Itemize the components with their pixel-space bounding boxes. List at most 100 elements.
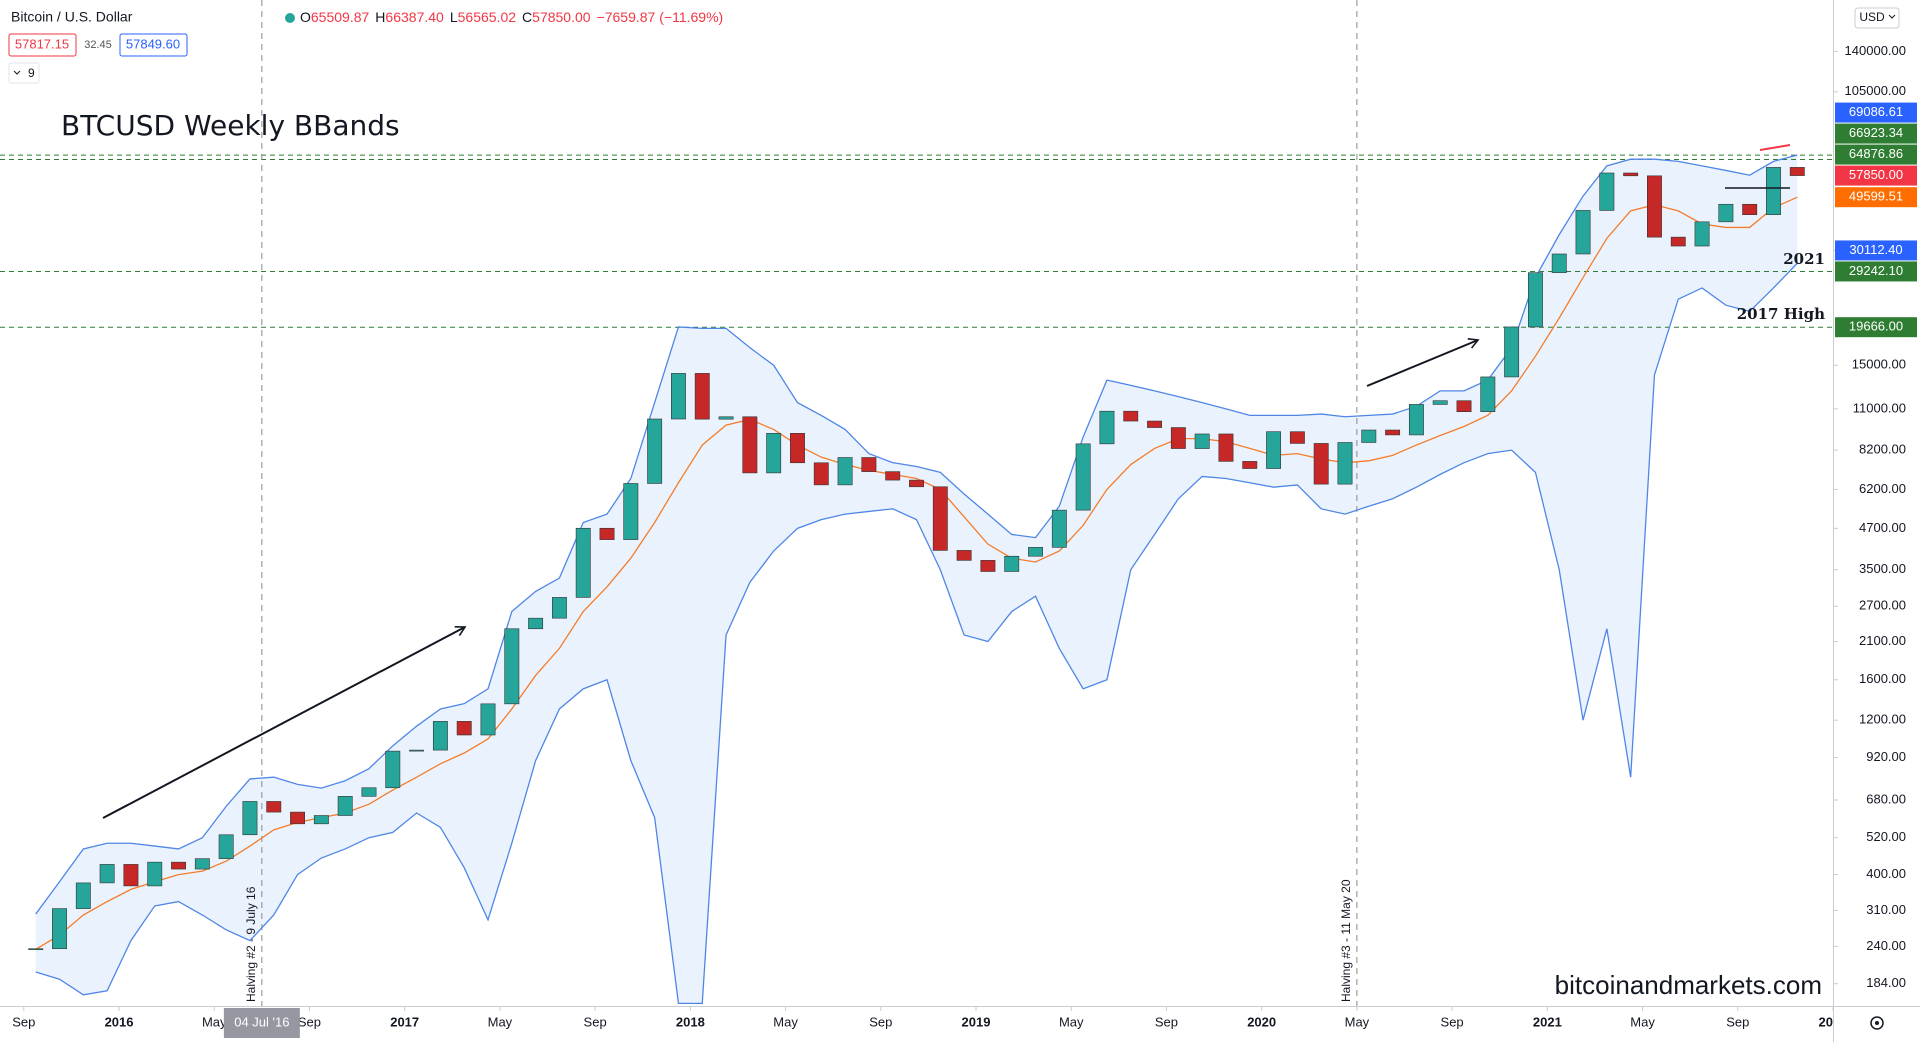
candle <box>456 721 472 736</box>
symbol[interactable]: Bitcoin / U.S. Dollar <box>11 9 133 25</box>
x-tick-label: May <box>1059 1014 1084 1029</box>
x-tick-label: May <box>1630 1014 1655 1029</box>
basis-band <box>35 196 1798 950</box>
bid-box[interactable] <box>8 33 77 57</box>
price-tag <box>1835 144 1917 165</box>
candle <box>1551 253 1567 273</box>
price-tag-label: 19666.00 <box>1849 319 1903 334</box>
x-tick-label: 2019 <box>962 1014 991 1029</box>
candle <box>956 550 972 561</box>
candle <box>1504 326 1520 378</box>
candle <box>1647 175 1662 238</box>
band-fill <box>35 154 1798 1004</box>
ask: 57849.60 <box>126 36 180 51</box>
candle <box>575 527 591 598</box>
candle <box>266 801 282 813</box>
ohlc-value: 57850.00 <box>532 9 591 25</box>
candle <box>1170 427 1186 449</box>
y-tick-label: 680.00 <box>1866 791 1906 806</box>
candle <box>52 908 67 950</box>
candle <box>1266 431 1282 469</box>
y-tick-label: 4700.00 <box>1859 520 1906 535</box>
x-tick-label: Sep <box>298 1014 321 1029</box>
candle <box>1789 167 1805 176</box>
candle <box>932 486 948 551</box>
upper-band <box>35 154 1798 915</box>
candle <box>1361 429 1377 443</box>
y-tick-label: 2100.00 <box>1859 633 1906 648</box>
ohlc: O65509.87 H66387.40 L56565.02 C57850.00 −765… <box>300 9 723 25</box>
y-axis: 184.00 240.00 310.00 400.00 520.00 680.00 920.… <box>1833 43 1917 990</box>
price-tag <box>1835 123 1917 144</box>
candle <box>1385 429 1401 436</box>
candle <box>837 457 853 486</box>
candle <box>790 433 805 464</box>
crosshair-label: 04 Jul '16 <box>234 1014 289 1029</box>
halving-label: Halving #2 - 9 July 16 <box>244 886 258 1002</box>
candle <box>409 749 425 752</box>
bid: 57817.15 <box>15 36 69 51</box>
candle <box>337 796 353 816</box>
crosshair-box <box>223 1008 300 1038</box>
settings-button[interactable] <box>1870 1016 1884 1030</box>
x-tick-label: Sep <box>869 1014 892 1029</box>
candle <box>504 628 520 705</box>
y-tick-label: 920.00 <box>1866 749 1906 764</box>
candle <box>1289 431 1305 444</box>
candle <box>1599 172 1615 211</box>
y-tick-label: 15000.00 <box>1852 357 1906 372</box>
candle <box>1766 167 1781 216</box>
y-tick-label: 1600.00 <box>1859 671 1906 686</box>
price-tag-label: 29242.10 <box>1849 263 1903 278</box>
candle <box>194 858 210 870</box>
price-tag-label: 64876.86 <box>1849 146 1903 161</box>
price-tag-label: 30112.40 <box>1849 242 1902 257</box>
candle <box>694 373 710 420</box>
lower-band <box>35 262 1798 1004</box>
watermark: bitcoinandmarkets.com <box>1555 970 1822 1000</box>
candle <box>1028 547 1043 557</box>
ask-box[interactable] <box>119 33 188 57</box>
candle <box>1218 433 1234 462</box>
candle <box>1313 443 1329 485</box>
y-tick-label: 400.00 <box>1866 866 1906 881</box>
y-tick-label: 1200.00 <box>1859 712 1906 727</box>
candle <box>147 861 163 887</box>
price-tag <box>1835 261 1917 282</box>
price-tag <box>1835 317 1917 338</box>
y-tick-label: 105000.00 <box>1845 83 1906 98</box>
x-tick-label: May <box>202 1014 227 1029</box>
candle <box>123 864 139 887</box>
candle <box>1337 442 1353 485</box>
candle <box>1123 410 1139 422</box>
plot-area: Halving #2 - 9 July 16 Halving #3 - 11 Ma… <box>0 0 1833 1006</box>
ohlc-value: 65509.87 <box>311 9 370 25</box>
trend-line <box>1759 144 1791 151</box>
candle <box>718 416 734 420</box>
x-tick-label: May <box>773 1014 798 1029</box>
ohlc-key: H <box>375 9 385 25</box>
gear-hub <box>1875 1021 1879 1025</box>
arrow <box>102 625 467 819</box>
y-tick-label: 184.00 <box>1866 975 1906 990</box>
ohlc-key: O <box>300 9 311 25</box>
x-tick-label: May <box>1345 1014 1370 1029</box>
indicator-toggle[interactable] <box>8 62 40 84</box>
candle <box>290 811 306 825</box>
candle <box>432 721 448 751</box>
candle <box>1480 376 1496 412</box>
price-tag <box>1835 240 1917 261</box>
x-tick-label: 2021 <box>1533 1014 1562 1029</box>
candle <box>1004 555 1020 572</box>
x-tick-label: 2018 <box>676 1014 705 1029</box>
candle <box>361 787 377 797</box>
candle <box>1718 203 1734 223</box>
currency-selector[interactable] <box>1854 7 1900 29</box>
candle <box>1623 172 1639 177</box>
price-tag <box>1835 187 1917 208</box>
candle <box>28 948 44 951</box>
price-tag-label: 66923.34 <box>1849 125 1903 140</box>
candle <box>1694 221 1710 247</box>
